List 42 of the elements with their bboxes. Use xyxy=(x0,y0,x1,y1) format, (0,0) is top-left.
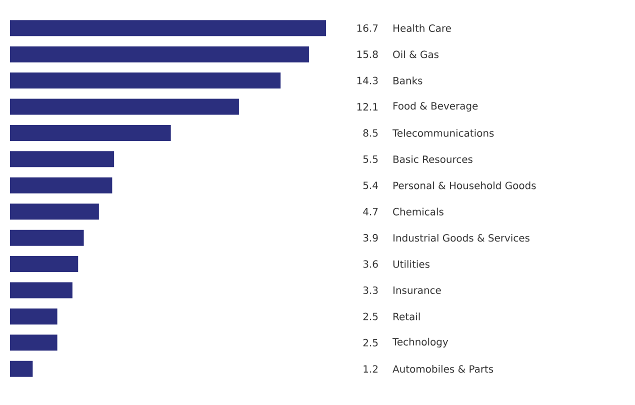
y-tick-label: Basic Resources xyxy=(394,155,472,164)
bar xyxy=(10,98,239,115)
data-label: 2.5 xyxy=(363,312,378,320)
data-label: 1.2 xyxy=(364,365,378,373)
y-tick-label: Banks xyxy=(394,76,422,84)
data-label: 12.1 xyxy=(357,103,378,110)
y-tick-label: Oil & Gas xyxy=(393,50,439,58)
bar xyxy=(10,308,58,324)
y-tick-label: Industrial Goods & Services xyxy=(394,234,530,242)
y-tick-label: Personal & Household Goods xyxy=(394,182,536,190)
y-tick-label: Insurance xyxy=(394,286,441,294)
data-label: 4.7 xyxy=(363,208,378,216)
y-tick-label: Retail xyxy=(394,312,420,320)
y-tick-label: Telecommunications xyxy=(392,129,494,137)
data-label: 3.9 xyxy=(363,234,378,242)
data-label: 3.3 xyxy=(363,286,378,294)
bar xyxy=(10,177,112,194)
y-tick-label: Technology xyxy=(392,338,448,348)
bar xyxy=(10,282,72,298)
y-tick-label: Utilities xyxy=(393,260,430,268)
bar xyxy=(10,256,78,272)
data-label: 15.8 xyxy=(357,50,378,58)
y-tick-label: Health Care xyxy=(394,24,451,32)
bar xyxy=(10,230,84,246)
bar xyxy=(10,334,58,351)
bar xyxy=(10,360,33,377)
data-label: 5.5 xyxy=(363,155,378,163)
data-label: 14.3 xyxy=(357,76,378,84)
data-label: 3.6 xyxy=(363,260,378,268)
bar xyxy=(10,46,309,62)
data-label: 16.7 xyxy=(357,24,378,32)
y-tick-label: Chemicals xyxy=(393,208,444,216)
data-label: 5.4 xyxy=(363,182,378,190)
bar xyxy=(10,124,171,141)
data-label: 8.5 xyxy=(363,129,378,137)
bar xyxy=(10,20,326,36)
bar xyxy=(10,72,281,89)
bar xyxy=(10,151,114,168)
y-tick-label: Automobiles & Parts xyxy=(392,365,494,373)
y-tick-label: Food & Beverage xyxy=(394,102,478,112)
bar xyxy=(10,204,99,220)
data-label: 2.5 xyxy=(363,338,378,346)
